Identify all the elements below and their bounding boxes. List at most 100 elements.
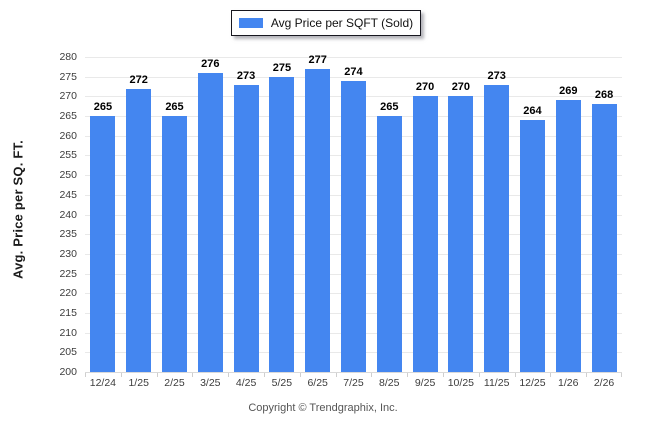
y-tick-label: 265 bbox=[59, 110, 77, 123]
x-axis-tickmark bbox=[442, 373, 444, 377]
y-tick-label: 255 bbox=[59, 149, 77, 162]
x-axis: 12/24 1/25 2/25 3/25 4/25 5/25 6/25 7/25 8/25 9/2… bbox=[85, 377, 622, 389]
bar bbox=[126, 88, 152, 372]
x-axis-tickmark bbox=[514, 373, 516, 377]
bar-value-label: 265 bbox=[93, 101, 113, 114]
x-tick-label: 7/25 bbox=[343, 377, 364, 389]
x-axis-tickmark bbox=[156, 373, 158, 377]
y-tick-label: 205 bbox=[59, 346, 77, 359]
bar-slot: 264 bbox=[515, 57, 551, 372]
bar-slot: 270 bbox=[407, 57, 443, 372]
bar bbox=[484, 84, 510, 372]
bar-slot: 265 bbox=[157, 57, 193, 372]
bar bbox=[555, 100, 581, 372]
bar-value-label: 275 bbox=[272, 61, 292, 74]
bar bbox=[233, 84, 259, 372]
y-tick-label: 250 bbox=[59, 169, 77, 182]
y-tick-label: 215 bbox=[59, 306, 77, 319]
x-axis-tickmark bbox=[120, 373, 122, 377]
bar-value-label: 273 bbox=[487, 69, 506, 82]
y-tick-label: 225 bbox=[59, 267, 77, 280]
y-tick-label: 220 bbox=[59, 287, 77, 300]
x-tick-label: 3/25 bbox=[200, 377, 221, 389]
x-axis-tickmark bbox=[192, 373, 194, 377]
x-axis-tickmark bbox=[228, 373, 230, 377]
bar-slot: 265 bbox=[85, 57, 121, 372]
bar-slot: 277 bbox=[300, 53, 336, 372]
y-tick-label: 270 bbox=[59, 90, 77, 103]
x-axis-tickmarks bbox=[85, 373, 622, 377]
y-tick-label: 200 bbox=[59, 366, 77, 378]
x-tick-label: 1/26 bbox=[558, 377, 579, 389]
bar-value-label: 265 bbox=[165, 101, 184, 114]
bar-slot: 269 bbox=[550, 57, 586, 372]
x-tick-label: 4/25 bbox=[235, 377, 257, 389]
bar-value-label: 268 bbox=[594, 89, 614, 102]
y-tick-label: 275 bbox=[59, 70, 77, 83]
legend-swatch-icon bbox=[238, 18, 263, 28]
x-axis-tickmark bbox=[85, 373, 86, 377]
legend: Avg Price per SQFT (Sold) bbox=[231, 10, 421, 36]
x-axis-tickmark bbox=[263, 373, 265, 377]
bar-slot: 273 bbox=[228, 57, 264, 372]
y-axis: 200 205 210 215 220 225 230 235 240 245 250 255 260 2… bbox=[0, 51, 80, 378]
bar-slot: 272 bbox=[121, 57, 157, 372]
bar bbox=[305, 68, 331, 372]
x-tick-label: 6/25 bbox=[307, 377, 328, 389]
copyright-text: Copyright © Trendgraphix, Inc. bbox=[248, 402, 398, 414]
plot-area: 265 272 265 276 273 275 277 274 265 270 270 273 264 2… bbox=[85, 53, 622, 373]
bar bbox=[519, 120, 545, 372]
x-axis-tickmark bbox=[371, 373, 373, 377]
x-tick-label: 11/25 bbox=[483, 377, 510, 389]
x-tick-label: 2/25 bbox=[164, 377, 185, 389]
bar-slot: 265 bbox=[371, 57, 407, 372]
y-tick-label: 230 bbox=[59, 247, 77, 260]
bar bbox=[448, 96, 474, 372]
bar bbox=[376, 116, 402, 372]
x-axis-tickmark bbox=[407, 373, 409, 377]
bar-value-label: 269 bbox=[559, 85, 578, 98]
bar-value-label: 277 bbox=[308, 53, 327, 66]
bar-value-label: 276 bbox=[201, 57, 220, 70]
x-axis-tickmark bbox=[478, 373, 480, 377]
bar-value-label: 264 bbox=[523, 105, 542, 117]
bar-value-label: 270 bbox=[415, 81, 435, 94]
bar bbox=[591, 104, 617, 372]
y-tick-label: 245 bbox=[59, 188, 77, 201]
x-axis-tickmark bbox=[550, 373, 552, 377]
bar-slot: 273 bbox=[479, 57, 515, 372]
gridline bbox=[85, 76, 622, 78]
y-tick-label: 210 bbox=[59, 326, 77, 339]
bar-value-label: 273 bbox=[236, 69, 256, 82]
legend-label: Avg Price per SQFT (Sold) bbox=[270, 16, 414, 30]
bar-slot: 268 bbox=[586, 57, 622, 372]
bar-slot: 270 bbox=[443, 57, 479, 372]
y-tick-label: 240 bbox=[59, 208, 77, 221]
bar bbox=[340, 80, 366, 372]
x-tick-label: 9/25 bbox=[414, 377, 436, 389]
x-axis-tickmark bbox=[335, 373, 337, 377]
x-axis-tickmark bbox=[621, 373, 622, 377]
x-tick-label: 2/26 bbox=[593, 377, 615, 389]
bar bbox=[197, 72, 223, 372]
y-tick-label: 280 bbox=[59, 51, 77, 63]
x-axis-tickmark bbox=[299, 373, 301, 377]
bar-value-label: 272 bbox=[129, 73, 148, 86]
bar-value-label: 274 bbox=[344, 65, 363, 78]
y-tick-label: 260 bbox=[59, 129, 77, 142]
x-tick-label: 10/25 bbox=[447, 377, 474, 389]
bar bbox=[412, 96, 438, 372]
bars-container: 265 272 265 276 273 275 277 274 265 270 270 273 264 2… bbox=[85, 53, 622, 372]
bar-slot: 276 bbox=[192, 57, 228, 372]
x-tick-label: 12/25 bbox=[519, 377, 546, 389]
bar bbox=[90, 116, 116, 372]
x-axis-tickmark bbox=[586, 373, 588, 377]
bar-slot: 274 bbox=[336, 57, 372, 372]
bar-slot: 275 bbox=[264, 57, 300, 372]
gridline bbox=[85, 57, 622, 58]
bar bbox=[161, 116, 187, 372]
x-tick-label: 1/25 bbox=[128, 377, 149, 389]
bar-value-label: 270 bbox=[451, 81, 471, 94]
bar-value-label: 265 bbox=[380, 101, 399, 114]
